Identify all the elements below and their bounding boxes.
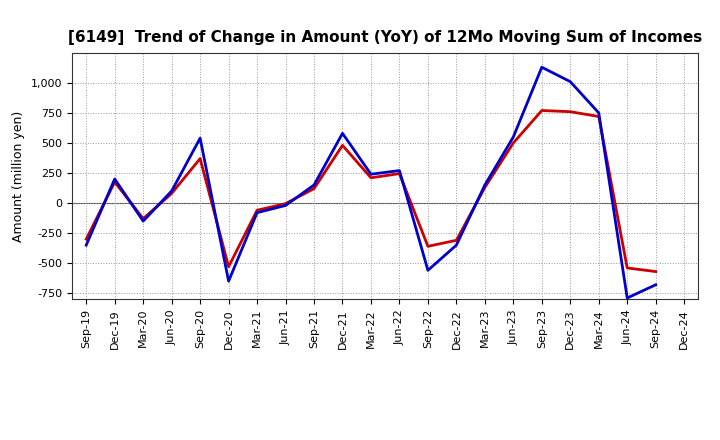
Net Income bbox=[623, 265, 631, 271]
Ordinary Income bbox=[196, 136, 204, 141]
Net Income bbox=[82, 236, 91, 242]
Ordinary Income bbox=[623, 295, 631, 301]
Ordinary Income bbox=[225, 279, 233, 284]
Ordinary Income bbox=[110, 176, 119, 182]
Net Income bbox=[110, 180, 119, 185]
Net Income bbox=[282, 201, 290, 206]
Net Income bbox=[253, 208, 261, 213]
Ordinary Income bbox=[366, 172, 375, 177]
Net Income bbox=[225, 264, 233, 269]
Ordinary Income bbox=[282, 203, 290, 208]
Net Income bbox=[480, 185, 489, 190]
Net Income bbox=[366, 175, 375, 180]
Line: Net Income: Net Income bbox=[86, 110, 656, 271]
Ordinary Income bbox=[452, 242, 461, 248]
Ordinary Income bbox=[82, 242, 91, 248]
Ordinary Income bbox=[652, 282, 660, 287]
Net Income bbox=[423, 244, 432, 249]
Ordinary Income bbox=[395, 168, 404, 173]
Net Income bbox=[595, 114, 603, 119]
Net Income bbox=[537, 108, 546, 113]
Line: Ordinary Income: Ordinary Income bbox=[86, 67, 656, 298]
Ordinary Income bbox=[167, 188, 176, 194]
Ordinary Income bbox=[566, 79, 575, 84]
Ordinary Income bbox=[423, 268, 432, 273]
Ordinary Income bbox=[310, 182, 318, 187]
Title: [6149]  Trend of Change in Amount (YoY) of 12Mo Moving Sum of Incomes: [6149] Trend of Change in Amount (YoY) o… bbox=[68, 29, 702, 45]
Ordinary Income bbox=[595, 110, 603, 116]
Y-axis label: Amount (million yen): Amount (million yen) bbox=[12, 110, 25, 242]
Ordinary Income bbox=[480, 182, 489, 187]
Ordinary Income bbox=[253, 210, 261, 215]
Net Income bbox=[310, 186, 318, 191]
Ordinary Income bbox=[338, 131, 347, 136]
Net Income bbox=[652, 269, 660, 274]
Net Income bbox=[139, 216, 148, 221]
Ordinary Income bbox=[509, 134, 518, 139]
Net Income bbox=[452, 238, 461, 243]
Net Income bbox=[566, 109, 575, 114]
Net Income bbox=[338, 143, 347, 148]
Net Income bbox=[196, 156, 204, 161]
Ordinary Income bbox=[139, 218, 148, 224]
Net Income bbox=[395, 171, 404, 176]
Net Income bbox=[509, 140, 518, 146]
Net Income bbox=[167, 191, 176, 196]
Legend: Ordinary Income, Net Income: Ordinary Income, Net Income bbox=[215, 434, 555, 440]
Ordinary Income bbox=[537, 65, 546, 70]
